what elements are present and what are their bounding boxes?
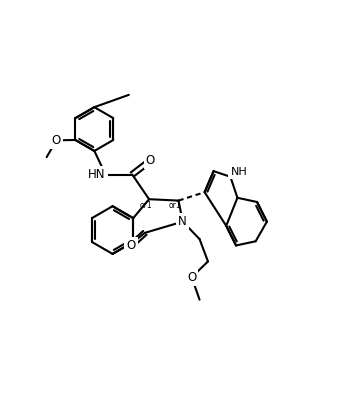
Text: O: O [52, 134, 61, 147]
Text: N: N [178, 215, 187, 228]
Text: or1: or1 [139, 201, 152, 210]
Text: NH: NH [230, 167, 247, 177]
Text: O: O [187, 271, 196, 284]
Text: HN: HN [88, 168, 106, 181]
Text: or1: or1 [169, 201, 181, 210]
Text: O: O [146, 154, 155, 167]
Text: O: O [126, 239, 135, 252]
